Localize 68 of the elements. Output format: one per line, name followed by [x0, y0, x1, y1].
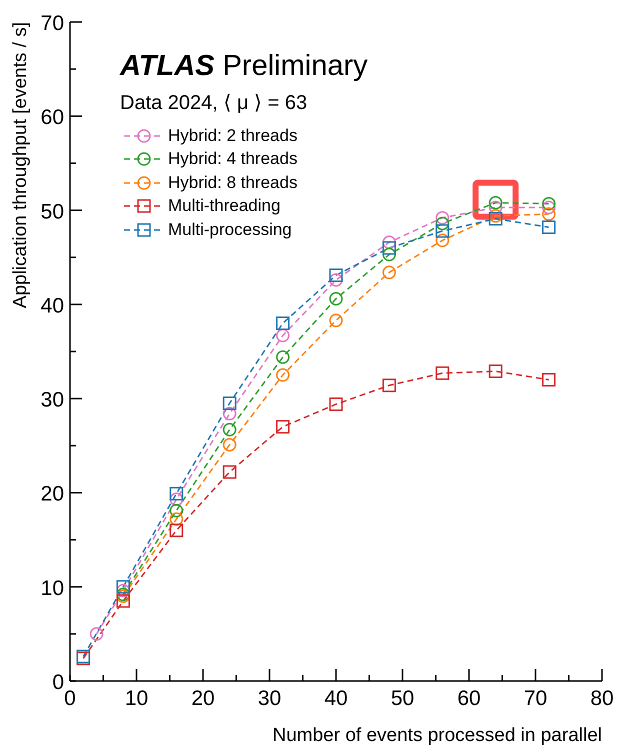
- point: [222, 465, 236, 479]
- point: [329, 314, 343, 328]
- legend-label: Multi-threading: [168, 196, 280, 216]
- point: [170, 486, 184, 500]
- x-tick-label: 10: [124, 687, 148, 710]
- point: [488, 364, 502, 378]
- y-tick-label: 40: [40, 294, 64, 318]
- point: [170, 504, 184, 518]
- y-tick-label: 60: [40, 106, 64, 130]
- point: [222, 422, 236, 436]
- point: [276, 420, 290, 434]
- point: [488, 209, 502, 223]
- x-tick-label: 60: [457, 687, 481, 710]
- point: [382, 248, 396, 262]
- x-tick-label: 70: [524, 687, 548, 710]
- x-tick-label: 50: [390, 687, 414, 710]
- point: [382, 378, 396, 392]
- point: [542, 220, 556, 234]
- y-tick-label: 50: [40, 200, 64, 224]
- legend-label: Hybrid: 4 threads: [168, 149, 298, 170]
- point: [90, 627, 104, 641]
- point: [542, 372, 556, 386]
- legend-label: Multi-processing: [168, 220, 292, 240]
- point: [276, 368, 290, 382]
- y-tick-label: 10: [40, 576, 64, 600]
- point: [222, 438, 236, 452]
- point: [382, 266, 396, 280]
- point: [329, 397, 343, 411]
- point: [170, 512, 184, 526]
- point: [170, 492, 184, 506]
- point: [329, 292, 343, 306]
- x-axis-title: Number of events processed in parallel: [272, 725, 602, 746]
- point: [488, 212, 502, 226]
- point: [276, 328, 290, 342]
- point: [488, 200, 502, 214]
- point: [382, 236, 396, 250]
- point: [436, 224, 450, 238]
- x-tick-label: 20: [191, 687, 215, 710]
- y-tick-label: 30: [40, 388, 64, 412]
- y-tick-label: 0: [52, 671, 64, 694]
- point: [382, 241, 396, 255]
- point: [276, 350, 290, 364]
- point: [436, 211, 450, 225]
- x-tick-label: 80: [590, 687, 614, 710]
- point: [329, 268, 343, 282]
- x-tick-label: 40: [324, 687, 348, 710]
- point: [436, 216, 450, 230]
- legend-label: Hybrid: 8 threads: [168, 172, 298, 193]
- y-axis-title: Application throughput [events / s]: [10, 22, 31, 308]
- point: [116, 580, 130, 594]
- annotation: ATLAS: [120, 50, 215, 82]
- point: [542, 196, 556, 210]
- point: [436, 366, 450, 380]
- point: [436, 234, 450, 248]
- x-tick-label: 30: [258, 687, 282, 710]
- point: [276, 316, 290, 330]
- point: [542, 200, 556, 214]
- legend-label: Hybrid: 2 threads: [168, 126, 298, 146]
- point: [222, 396, 236, 410]
- y-tick-label: 20: [40, 482, 64, 506]
- y-tick-label: 70: [40, 12, 64, 35]
- point: [116, 594, 130, 608]
- annotation: Data 2024, ⟨ μ ⟩ = 63: [120, 91, 308, 115]
- annotation: Preliminary: [222, 50, 368, 82]
- point: [329, 273, 343, 287]
- point: [542, 207, 556, 221]
- point: [170, 524, 184, 538]
- point: [222, 406, 236, 420]
